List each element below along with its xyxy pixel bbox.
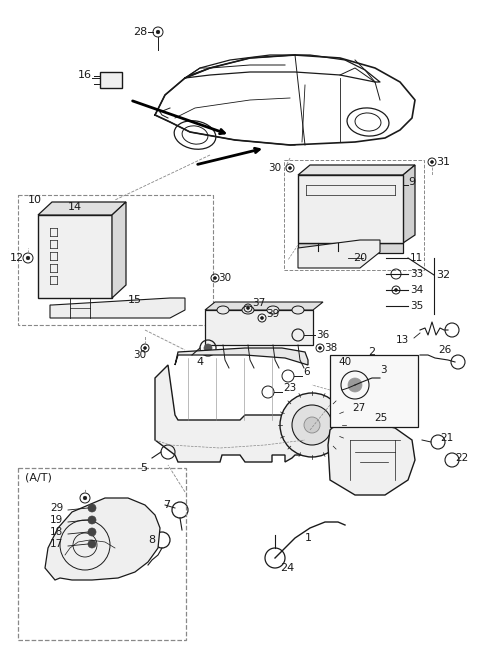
Ellipse shape <box>267 306 279 314</box>
Text: 18: 18 <box>50 527 63 537</box>
Text: 19: 19 <box>50 515 63 525</box>
Circle shape <box>26 256 30 260</box>
Text: 29: 29 <box>50 503 63 513</box>
Bar <box>313 251 345 265</box>
Circle shape <box>292 405 332 445</box>
Text: 1: 1 <box>305 533 312 543</box>
Bar <box>100 72 122 88</box>
Polygon shape <box>175 348 308 365</box>
Text: 6: 6 <box>303 367 310 377</box>
Polygon shape <box>50 298 185 318</box>
Text: 23: 23 <box>283 383 296 393</box>
Bar <box>18 195 213 325</box>
Circle shape <box>88 528 96 536</box>
Text: 31: 31 <box>436 157 450 167</box>
Text: 13: 13 <box>396 335 409 345</box>
Circle shape <box>319 346 322 350</box>
Bar <box>284 160 424 270</box>
Circle shape <box>348 378 362 392</box>
Text: 17: 17 <box>50 539 63 549</box>
Text: 14: 14 <box>68 202 82 212</box>
Circle shape <box>247 306 250 310</box>
Circle shape <box>88 516 96 524</box>
Circle shape <box>280 393 344 457</box>
Polygon shape <box>38 202 126 215</box>
Text: 39: 39 <box>266 309 279 319</box>
Circle shape <box>204 344 212 352</box>
Text: 30: 30 <box>133 350 146 360</box>
Circle shape <box>83 496 87 500</box>
Text: 33: 33 <box>410 269 423 279</box>
Text: 26: 26 <box>438 345 451 355</box>
Text: 20: 20 <box>353 253 367 263</box>
Bar <box>18 468 186 640</box>
Text: 37: 37 <box>252 298 265 308</box>
Circle shape <box>261 317 264 319</box>
Text: 12: 12 <box>10 253 24 263</box>
Circle shape <box>431 161 433 163</box>
Polygon shape <box>155 365 308 462</box>
Polygon shape <box>45 498 160 580</box>
Polygon shape <box>298 240 380 268</box>
Text: 35: 35 <box>410 301 423 311</box>
Text: 3: 3 <box>380 365 386 375</box>
Text: 11: 11 <box>410 253 423 263</box>
Circle shape <box>156 30 160 33</box>
Bar <box>330 355 418 427</box>
Text: 36: 36 <box>316 330 329 340</box>
Circle shape <box>88 540 96 548</box>
Text: 32: 32 <box>436 270 450 280</box>
Text: 25: 25 <box>374 413 387 423</box>
Text: 5: 5 <box>140 463 147 473</box>
Polygon shape <box>298 243 403 253</box>
Circle shape <box>88 504 96 512</box>
Text: 7: 7 <box>163 500 170 510</box>
Text: (A/T): (A/T) <box>25 473 52 483</box>
Circle shape <box>395 289 397 291</box>
Circle shape <box>288 167 291 169</box>
Text: 4: 4 <box>196 357 203 367</box>
Text: 9: 9 <box>408 177 415 187</box>
Ellipse shape <box>217 306 229 314</box>
Bar <box>298 175 403 243</box>
Circle shape <box>304 417 320 433</box>
Bar <box>205 310 313 345</box>
Text: 27: 27 <box>352 403 365 413</box>
Text: 28: 28 <box>133 27 147 37</box>
Text: 2: 2 <box>369 347 375 357</box>
Text: 15: 15 <box>128 295 142 305</box>
Polygon shape <box>328 422 415 495</box>
Polygon shape <box>205 302 323 310</box>
Polygon shape <box>112 202 126 298</box>
Text: 16: 16 <box>78 70 92 80</box>
Polygon shape <box>38 215 112 298</box>
Text: 34: 34 <box>410 285 423 295</box>
Text: 22: 22 <box>455 453 468 463</box>
Polygon shape <box>403 165 415 243</box>
Text: 40: 40 <box>338 357 351 367</box>
Text: 21: 21 <box>440 433 453 443</box>
Circle shape <box>144 346 146 350</box>
Text: 24: 24 <box>280 563 294 573</box>
Text: 30: 30 <box>268 163 281 173</box>
Circle shape <box>214 277 216 279</box>
Text: 10: 10 <box>28 195 42 205</box>
Text: 38: 38 <box>324 343 337 353</box>
Ellipse shape <box>242 306 254 314</box>
Ellipse shape <box>292 306 304 314</box>
Polygon shape <box>298 165 415 175</box>
Text: 8: 8 <box>148 535 155 545</box>
Text: 30: 30 <box>218 273 231 283</box>
